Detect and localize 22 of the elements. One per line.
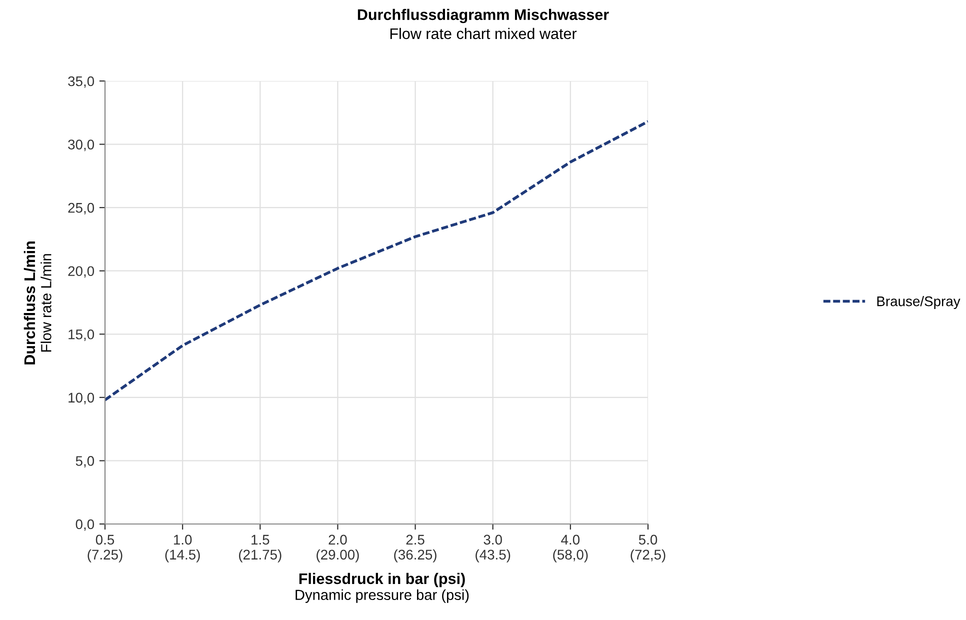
line-series	[105, 120, 648, 402]
y-tick-label: 10,0	[68, 392, 94, 404]
chart-subtitle: Flow rate chart mixed water	[390, 28, 577, 40]
x-tick-label: 1.5 (21.75)	[239, 534, 282, 562]
chart-title: Durchflussdiagramm Mischwasser	[358, 8, 609, 24]
y-tick-label: 35,0	[68, 76, 94, 88]
y-axis-title: Durchfluss L/min Flow rate L/min	[24, 242, 52, 364]
y-tick-label: 5,0	[76, 456, 94, 468]
x-axis-title: Fliessdruck in bar (psi) Dynamic pressure bar (psi)	[296, 572, 469, 603]
y-tick-label: 20,0	[68, 266, 94, 278]
x-tick-label: 1.0 (14.5)	[165, 534, 200, 562]
x-tick-label: 5.0 (72,5)	[630, 534, 666, 562]
y-tick-label: 25,0	[68, 202, 94, 214]
x-tick-label: 2.5 (36.25)	[394, 534, 436, 562]
legend-label: Brause/Spray	[877, 296, 960, 309]
y-tick-label: 0,0	[76, 519, 94, 531]
x-tick-label: 0.5 (7.25)	[88, 534, 122, 562]
y-tick-label: 30,0	[68, 140, 94, 152]
y-tick-label: 15,0	[68, 329, 94, 341]
x-tick-label: 3.0 (43.5)	[476, 534, 510, 562]
x-tick-label: 2.0 (29.00)	[316, 534, 359, 562]
x-tick-label: 4.0 (58,0)	[553, 534, 588, 562]
